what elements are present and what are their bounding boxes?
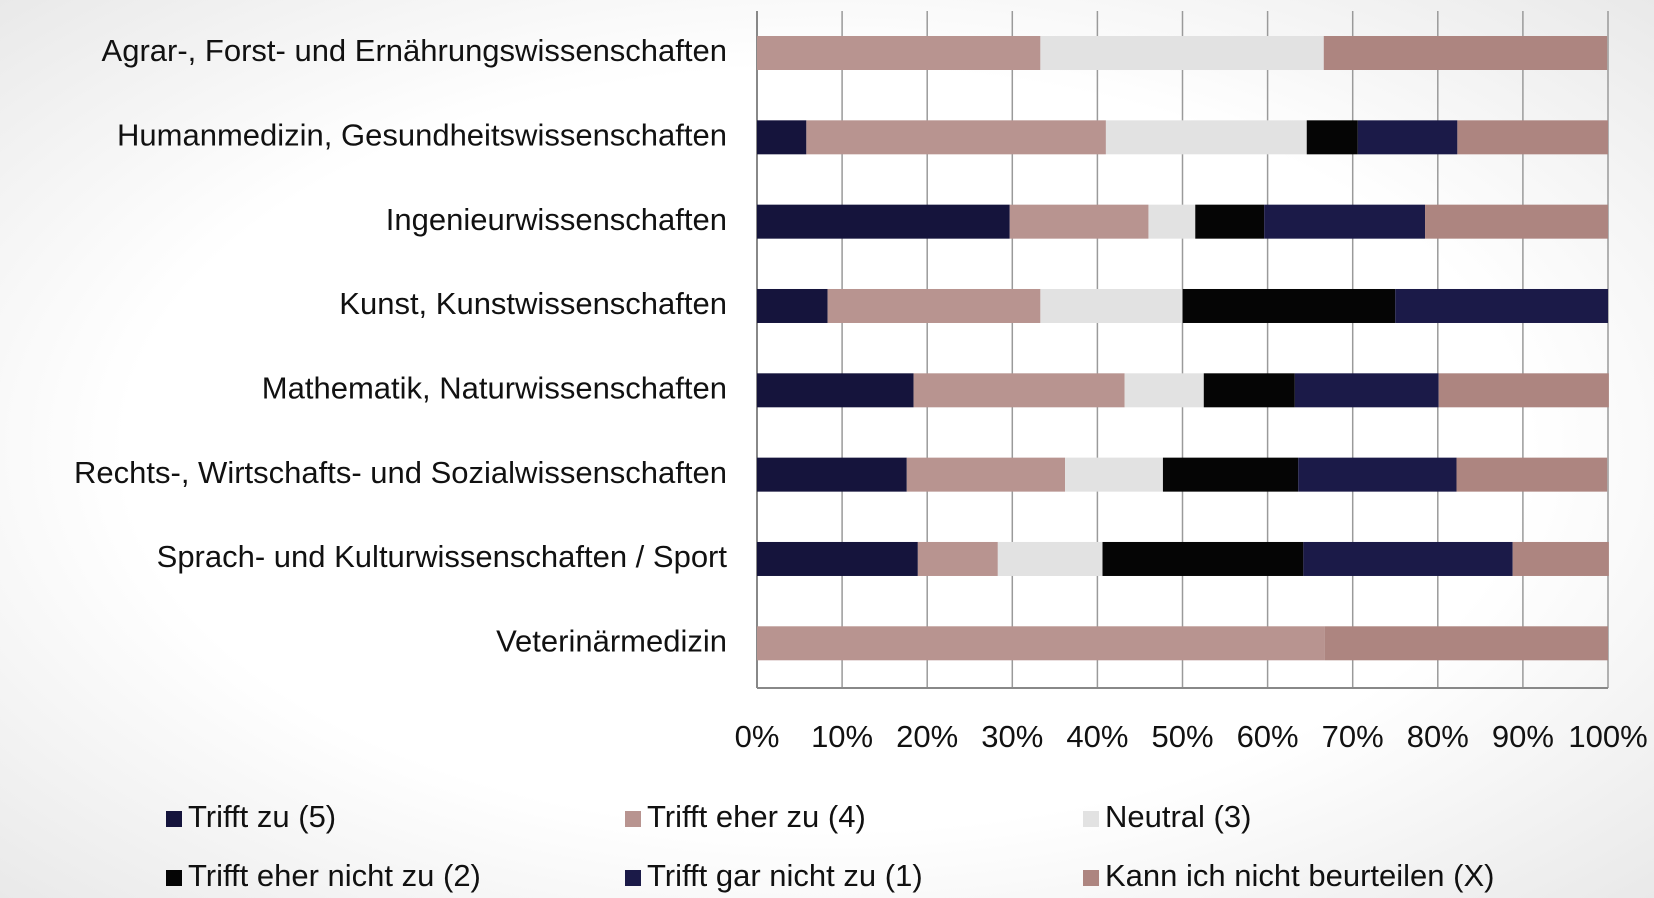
bar-segment bbox=[1438, 373, 1609, 408]
y-tick-label: Rechts-, Wirtschafts- und Sozialwissensc… bbox=[74, 455, 727, 490]
bar-segment bbox=[757, 204, 1010, 239]
bar-segment bbox=[1124, 373, 1204, 408]
x-tick-label: 0% bbox=[735, 719, 780, 754]
bar-segment bbox=[757, 373, 914, 408]
bar-segment bbox=[1102, 541, 1304, 576]
bar-segment bbox=[1065, 457, 1163, 492]
legend-swatch bbox=[166, 811, 182, 827]
bar-segment bbox=[997, 541, 1103, 576]
x-tick-label: 30% bbox=[981, 719, 1043, 754]
legend-swatch bbox=[1083, 811, 1099, 827]
legend-swatch bbox=[1083, 870, 1099, 886]
x-tick-label: 100% bbox=[1568, 719, 1647, 754]
y-tick-label: Mathematik, Naturwissenschaften bbox=[262, 371, 727, 406]
x-tick-label: 70% bbox=[1322, 719, 1384, 754]
bar-segment bbox=[913, 373, 1125, 408]
bar-segment bbox=[1162, 457, 1299, 492]
bar-segment bbox=[757, 288, 828, 323]
y-tick-label: Humanmedizin, Gesundheitswissenschaften bbox=[117, 118, 727, 153]
legend-label: Trifft zu (5) bbox=[188, 799, 336, 834]
bar-segment bbox=[757, 36, 1041, 70]
bar-segment bbox=[1203, 373, 1295, 408]
bar-segment bbox=[1457, 120, 1608, 155]
bar-segment bbox=[1512, 541, 1609, 576]
bar-segment bbox=[1303, 541, 1513, 576]
bar-segment bbox=[1395, 288, 1608, 323]
bar-segment bbox=[1264, 204, 1426, 239]
legend-swatch bbox=[166, 870, 182, 886]
bar-segment bbox=[906, 457, 1066, 492]
legend-label: Trifft gar nicht zu (1) bbox=[647, 858, 923, 893]
bar-segment bbox=[1105, 120, 1307, 155]
bar-segment bbox=[827, 288, 1041, 323]
y-tick-label: Veterinärmedizin bbox=[496, 623, 727, 658]
bar-segment bbox=[1148, 204, 1196, 239]
x-tick-label: 60% bbox=[1237, 719, 1299, 754]
bar-segment bbox=[1306, 120, 1358, 155]
y-tick-label: Ingenieurwissenschaften bbox=[386, 202, 727, 237]
bar-segment bbox=[1294, 373, 1439, 408]
legend-label: Trifft eher nicht zu (2) bbox=[188, 858, 481, 893]
bar-segment bbox=[757, 626, 1325, 661]
legend-swatch bbox=[625, 811, 641, 827]
bar-segment bbox=[1456, 457, 1608, 492]
legend-label: Neutral (3) bbox=[1105, 799, 1251, 834]
bar-segment bbox=[1298, 457, 1457, 492]
bar-segment bbox=[1195, 204, 1265, 239]
bar-segment bbox=[1040, 288, 1183, 323]
bar-segment bbox=[1324, 626, 1608, 661]
legend-label: Kann ich nicht beurteilen (X) bbox=[1105, 858, 1494, 893]
bar-segment bbox=[1040, 36, 1324, 70]
x-tick-label: 10% bbox=[811, 719, 873, 754]
bar-segment bbox=[1182, 288, 1396, 323]
x-tick-label: 20% bbox=[896, 719, 958, 754]
x-tick-label: 50% bbox=[1151, 719, 1213, 754]
bar-segment bbox=[757, 457, 907, 492]
legend-label: Trifft eher zu (4) bbox=[647, 799, 866, 834]
bar-segment bbox=[917, 541, 998, 576]
bar-segment bbox=[757, 541, 918, 576]
bar-segment bbox=[757, 120, 807, 155]
x-tick-label: 80% bbox=[1407, 719, 1469, 754]
bar-segment bbox=[806, 120, 1106, 155]
bar-segment bbox=[1425, 204, 1608, 239]
y-tick-label: Sprach- und Kulturwissenschaften / Sport bbox=[157, 539, 728, 574]
legend-swatch bbox=[625, 870, 641, 886]
bar-segment bbox=[1357, 120, 1458, 155]
x-tick-label: 40% bbox=[1066, 719, 1128, 754]
y-tick-label: Kunst, Kunstwissenschaften bbox=[339, 286, 727, 321]
y-tick-label: Agrar-, Forst- und Ernährungswissenschaf… bbox=[102, 33, 727, 68]
bar-segment bbox=[1009, 204, 1149, 239]
bar-segment bbox=[1323, 36, 1608, 70]
x-tick-label: 90% bbox=[1492, 719, 1554, 754]
